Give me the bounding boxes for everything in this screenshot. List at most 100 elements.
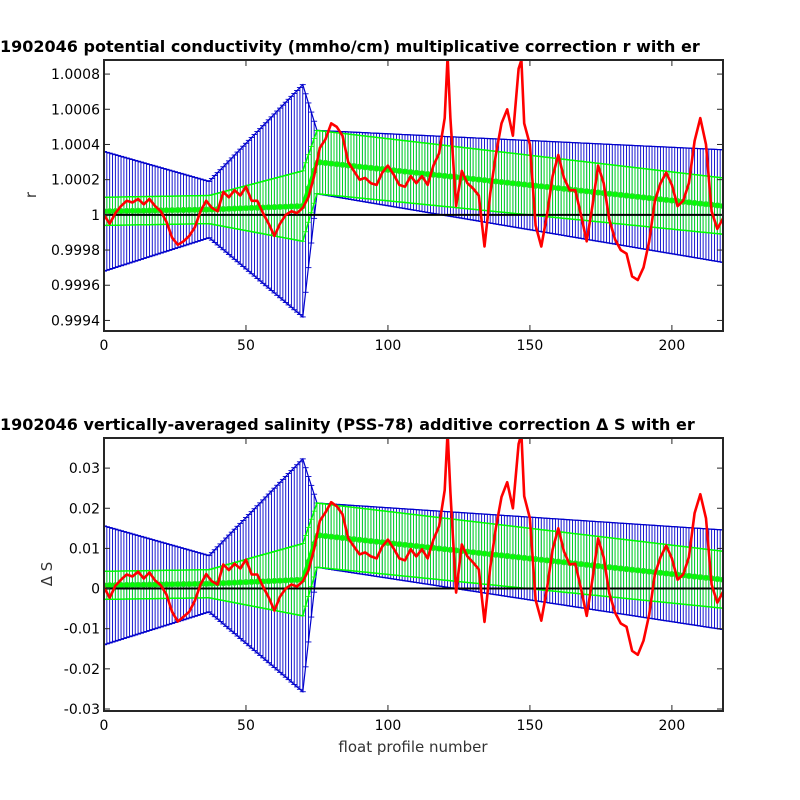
fit-marker: [367, 164, 375, 172]
fit-marker: [714, 575, 721, 583]
fit-marker: [606, 564, 613, 571]
plot-area: [104, 60, 723, 319]
y-tick-label: 1: [91, 208, 100, 224]
fit-marker: [583, 561, 590, 568]
fit-marker: [663, 570, 670, 577]
fit-marker: [521, 181, 528, 188]
fit-marker: [668, 571, 675, 578]
salinity-correction-panel: 1902046 vertically-averaged salinity (PS…: [0, 415, 724, 756]
fit-marker: [583, 188, 590, 195]
fit-lower-line: [104, 566, 723, 617]
y-tick-label: 1.0002: [51, 173, 100, 189]
fit-marker: [470, 175, 477, 183]
fit-marker: [435, 172, 443, 179]
y-tick-label: -0.03: [64, 702, 100, 718]
fit-marker: [657, 569, 664, 576]
y-tick-label: 0.9994: [51, 313, 100, 329]
fit-marker: [356, 536, 363, 543]
fit-marker: [498, 552, 505, 559]
y-tick-label: 0.03: [69, 461, 100, 477]
axes-box: [103, 437, 724, 712]
x-tick-label: 150: [517, 718, 544, 734]
plot-area: [104, 438, 723, 693]
fit-marker: [646, 194, 653, 202]
fit-upper-line: [104, 502, 723, 573]
x-tick-label: 200: [659, 338, 686, 354]
fit-marker: [441, 546, 448, 553]
fit-marker: [617, 191, 624, 199]
x-tick-label: 200: [659, 718, 686, 734]
conductivity-correction-panel: 1902046 potential conductivity (mmho/cm)…: [0, 37, 724, 354]
fit-marker: [350, 536, 357, 543]
fit-marker: [691, 199, 698, 207]
fit-marker: [543, 557, 551, 564]
fit-errorbars: [104, 129, 723, 243]
x-tick-label: 100: [375, 338, 402, 354]
fit-marker: [617, 565, 624, 572]
y-tick-label: 0: [91, 582, 100, 598]
fit-marker: [685, 199, 693, 206]
fit-marker: [577, 187, 585, 194]
fit-marker: [629, 193, 636, 200]
envelope-lower-line: [104, 192, 723, 319]
fit-marker: [577, 561, 585, 568]
x-tick-label: 50: [237, 338, 255, 354]
fit-marker: [328, 160, 335, 167]
fit-marker: [509, 180, 516, 187]
fit-marker: [470, 549, 477, 556]
fit-marker: [413, 542, 420, 550]
panel-title: 1902046 potential conductivity (mmho/cm)…: [0, 37, 700, 56]
y-tick-label: 0.9998: [51, 243, 100, 259]
y-tick-label: 1.0004: [51, 137, 100, 153]
fit-marker: [640, 567, 647, 575]
fit-marker: [623, 566, 630, 573]
fit-marker: [413, 169, 420, 176]
fit-marker: [606, 190, 613, 197]
fit-marker: [560, 559, 568, 566]
panel-title: 1902046 vertically-averaged salinity (PS…: [0, 415, 695, 434]
fit-marker: [396, 541, 403, 548]
fit-marker: [356, 163, 363, 170]
fit-marker: [538, 183, 545, 190]
fit-marker: [441, 172, 448, 180]
fit-marker: [362, 164, 369, 171]
fit-marker: [668, 197, 675, 204]
fit-marker: [328, 533, 335, 540]
fit-marker: [401, 168, 409, 175]
y-tick-label: -0.01: [64, 622, 100, 638]
fit-marker: [339, 161, 346, 168]
fit-marker: [657, 196, 664, 203]
x-tick-label: 50: [237, 718, 255, 734]
fit-marker: [640, 194, 647, 201]
fit-marker: [481, 550, 488, 557]
fit-marker: [339, 534, 346, 542]
y-tick-label: 0.9996: [51, 278, 100, 294]
y-tick-label: 0.01: [69, 541, 100, 557]
fit-marker: [634, 567, 641, 574]
fit-marker: [362, 537, 369, 544]
y-tick-label: 0.02: [69, 501, 100, 517]
fit-marker: [475, 549, 482, 557]
fit-marker: [702, 574, 710, 581]
fit-marker: [333, 161, 340, 168]
fit-marker: [401, 541, 409, 548]
fit-marker: [629, 566, 636, 573]
fit-marker: [719, 202, 723, 210]
fit-marker: [634, 193, 641, 200]
y-axis-label: r: [22, 191, 40, 198]
fit-marker: [646, 568, 653, 575]
fit-marker: [612, 564, 619, 571]
fit-marker: [322, 159, 329, 167]
fit-marker: [333, 534, 340, 541]
fit-marker: [498, 178, 505, 186]
y-tick-label: 1.0008: [51, 67, 100, 83]
fit-marker: [612, 191, 619, 198]
fit-upper-line: [104, 129, 723, 199]
fit-marker: [663, 196, 670, 204]
fit-marker: [504, 179, 511, 186]
axes-box: [103, 59, 724, 332]
fit-marker: [373, 165, 380, 172]
fit-marker: [555, 558, 562, 565]
